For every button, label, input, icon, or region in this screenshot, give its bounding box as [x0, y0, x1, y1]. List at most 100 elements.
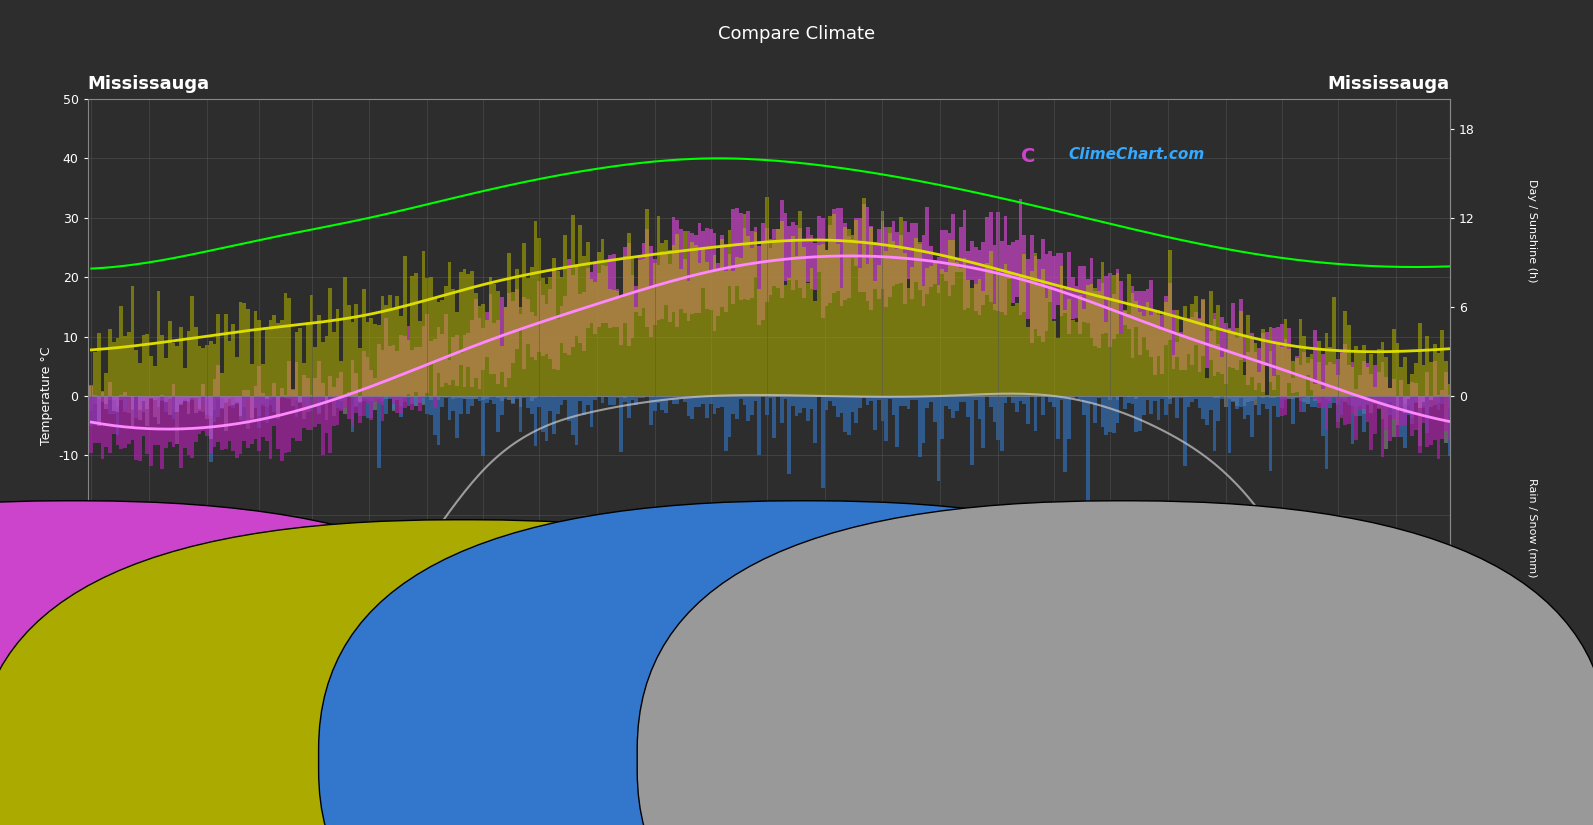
Bar [1290, 378, 1295, 393]
Bar [742, 214, 746, 396]
Bar [320, 396, 325, 400]
Bar [511, 396, 515, 403]
Bar [470, 396, 473, 406]
Bar [903, 221, 906, 304]
Bar [1432, 396, 1437, 405]
Bar [1157, 310, 1160, 396]
Bar [851, 396, 854, 412]
Bar [105, 396, 108, 409]
Bar [1376, 396, 1381, 408]
Bar [978, 396, 981, 419]
Bar [1421, 365, 1426, 396]
Bar [1012, 396, 1015, 403]
Bar [1153, 312, 1157, 396]
Bar [650, 287, 653, 396]
Bar [384, 305, 389, 396]
Bar [269, 320, 272, 396]
Bar [470, 271, 473, 396]
Bar [959, 227, 962, 272]
Bar [220, 373, 223, 396]
Bar [945, 272, 948, 396]
Bar [1332, 297, 1337, 396]
Bar [840, 396, 843, 413]
Bar [553, 396, 556, 434]
Bar [967, 396, 970, 417]
Bar [1265, 396, 1268, 397]
Bar [1145, 302, 1149, 396]
Bar [1171, 309, 1176, 369]
Bar [339, 396, 342, 411]
Bar [366, 396, 370, 418]
Bar [1301, 396, 1306, 402]
Bar [581, 292, 586, 351]
Bar [1212, 319, 1217, 396]
Bar [593, 396, 597, 400]
Bar [534, 396, 537, 398]
Bar [373, 396, 378, 410]
Bar [948, 396, 951, 409]
Bar [1123, 311, 1126, 325]
Bar [1403, 396, 1407, 404]
Bar [723, 396, 728, 450]
Bar [1149, 315, 1153, 396]
Bar [448, 262, 451, 396]
Bar [1373, 396, 1376, 399]
Bar [212, 396, 217, 410]
Text: Rain per day: Rain per day [819, 757, 889, 766]
Bar [280, 396, 284, 398]
Text: ClimeChart.com: ClimeChart.com [1069, 147, 1204, 162]
Bar [209, 342, 212, 396]
Bar [922, 396, 926, 443]
Bar [1176, 342, 1179, 356]
Bar [395, 351, 400, 396]
Bar [358, 396, 362, 403]
Bar [828, 216, 832, 396]
Bar [1123, 396, 1126, 409]
Bar [1075, 322, 1078, 396]
Bar [440, 333, 444, 387]
Text: Monthly average: Monthly average [92, 784, 186, 794]
Bar [456, 396, 459, 438]
Bar [298, 396, 303, 402]
Bar [142, 396, 145, 412]
Bar [679, 269, 683, 396]
Bar [769, 248, 773, 295]
Bar [1403, 357, 1407, 396]
Bar [1448, 396, 1451, 408]
Bar [153, 366, 156, 396]
Bar [287, 396, 292, 399]
Bar [142, 396, 145, 412]
Bar [615, 289, 620, 327]
Bar [433, 396, 436, 435]
Bar [956, 262, 959, 396]
Bar [1059, 266, 1064, 396]
Bar [836, 244, 840, 396]
Bar [1231, 333, 1235, 396]
Bar [1410, 396, 1415, 424]
Bar [381, 396, 384, 421]
Bar [795, 396, 798, 417]
Bar [1137, 291, 1142, 355]
Bar [403, 396, 406, 402]
Bar [1325, 333, 1329, 396]
Bar [295, 361, 298, 396]
Bar [723, 271, 728, 396]
Bar [1254, 343, 1257, 396]
Bar [887, 227, 892, 396]
Bar [959, 396, 962, 403]
Bar [1018, 275, 1023, 396]
Bar [1317, 396, 1321, 403]
Bar [467, 396, 470, 398]
Bar [1426, 396, 1429, 447]
Bar [309, 295, 314, 396]
Bar [906, 232, 911, 279]
Bar [564, 296, 567, 352]
Bar [370, 396, 373, 420]
Bar [548, 289, 553, 359]
Bar [712, 233, 717, 331]
Bar [876, 265, 881, 396]
Bar [962, 396, 967, 403]
Bar [276, 396, 280, 417]
Bar [1418, 396, 1421, 398]
Bar [400, 396, 403, 413]
